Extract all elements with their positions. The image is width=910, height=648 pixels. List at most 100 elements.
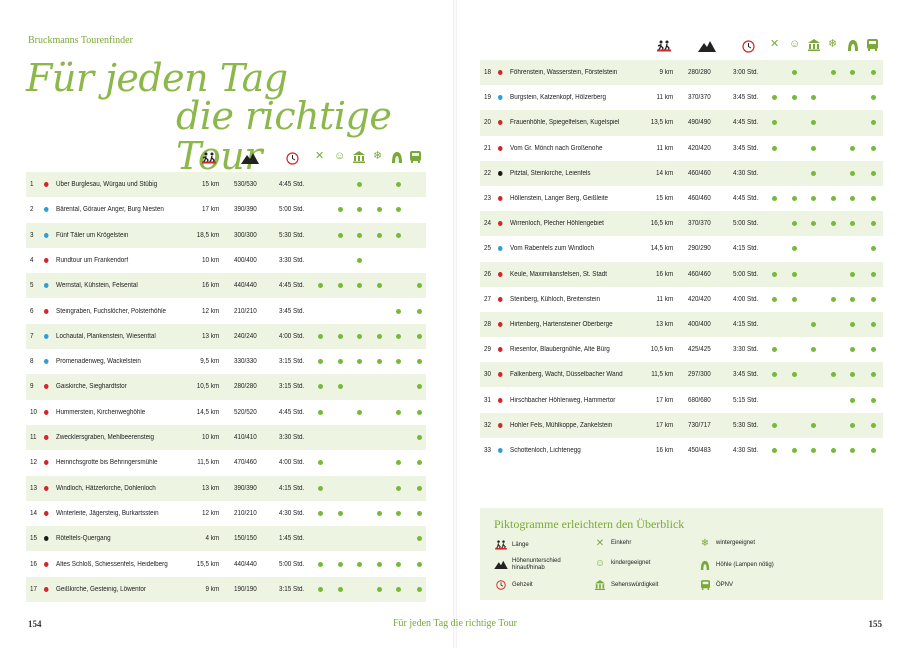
difficulty-dot [498, 85, 503, 110]
tour-length: 9 km [205, 585, 220, 593]
feature-dot [792, 95, 797, 101]
difficulty-dot [498, 387, 503, 412]
tour-number: 31 [484, 396, 492, 404]
feature-dot [871, 221, 876, 227]
tour-number: 18 [484, 69, 492, 77]
legend-label: Gehzeit [512, 582, 533, 588]
tour-elevation: 210/210 [234, 307, 257, 315]
tour-table-right: 18 Föhrenstein, Wasserstein, Förstelstein… [480, 60, 883, 463]
tour-elevation: 440/440 [234, 560, 257, 568]
feature-dot [772, 296, 777, 302]
table-row: 28 Hirtenberg, Hartensteiner Oberberge 13 … [480, 312, 883, 337]
difficulty-dot [44, 476, 49, 501]
feature-dot [871, 271, 876, 277]
tour-length: 12 km [202, 509, 220, 517]
difficulty-dot-red [44, 561, 49, 567]
difficulty-dot-red [498, 397, 503, 403]
tour-elevation: 300/300 [234, 231, 257, 239]
difficulty-dot [44, 425, 49, 450]
tour-length: 13 km [202, 484, 220, 492]
feature-dot [357, 207, 362, 213]
difficulty-dot-blue [44, 207, 49, 213]
tour-number: 5 [30, 282, 34, 290]
tour-elevation: 460/460 [688, 270, 711, 278]
feature-dot [417, 283, 422, 289]
table-row: 7 Lochautal, Plankenstein, Wiesenttal 13 k… [26, 324, 426, 349]
legend-item-sight: Sehenswürdigkeit [593, 580, 658, 591]
tour-time: 4:45 Std. [279, 408, 305, 416]
snowflake-icon: ❄ [700, 538, 710, 549]
feature-dot [871, 145, 876, 151]
tour-number: 25 [484, 245, 492, 253]
feature-dot [811, 447, 816, 453]
difficulty-dot [44, 197, 49, 222]
tour-number: 12 [30, 459, 38, 467]
difficulty-dot-black [498, 170, 503, 176]
feature-dot [772, 347, 777, 353]
difficulty-dot-blue [44, 359, 49, 365]
tour-number: 10 [30, 408, 38, 416]
tour-time: 4:45 Std. [733, 195, 759, 203]
difficulty-dot [44, 324, 49, 349]
feature-dot [871, 321, 876, 327]
difficulty-dot-red [498, 70, 503, 76]
legend-item-transit: ÖPNV [698, 580, 733, 591]
tour-time: 5:00 Std. [279, 206, 305, 214]
feature-dot [772, 145, 777, 151]
cutlery-icon: ✕ [770, 38, 780, 50]
feature-dot [417, 308, 422, 314]
table-row: 2 Bärental, Görauer Anger, Burg Niesten 17… [26, 197, 426, 223]
tour-name: Hirtenberg, Hartensteiner Oberberge [510, 320, 613, 328]
feature-dot [871, 120, 876, 126]
tour-length: 10 km [202, 434, 220, 442]
tour-time: 3:30 Std. [279, 257, 305, 265]
table-row: 21 Vom Gr. Mönch nach Großenohe 11 km 420/4… [480, 135, 883, 161]
feature-dot [396, 333, 401, 339]
difficulty-dot-red [44, 510, 49, 516]
tour-name: Frauenhöhle, Spiegelfelsen, Kugelspiel [510, 119, 620, 127]
feature-dot [811, 221, 816, 227]
tour-length: 16 km [202, 282, 220, 290]
tour-length: 9,5 km [200, 358, 220, 366]
feature-dot [850, 70, 855, 76]
tour-name: Hirschbacher Höhlenweg, Hammertor [510, 396, 616, 404]
tour-name: Lochautal, Plankenstein, Wiesenttal [56, 332, 156, 340]
feature-dot [417, 359, 422, 365]
feature-dot [417, 409, 422, 415]
tour-time: 5:15 Std. [733, 396, 759, 404]
tour-elevation: 240/240 [234, 332, 257, 340]
tour-name: Steingraben, Fuchslöcher, Polsterhöhle [56, 307, 166, 315]
tour-elevation: 370/370 [688, 220, 711, 228]
difficulty-dot [44, 577, 49, 602]
tour-elevation: 280/280 [688, 69, 711, 77]
feature-dot [792, 70, 797, 76]
tour-name: Winterleite, Jägersteig, Burkartsstein [56, 509, 159, 517]
tour-time: 3:30 Std. [279, 434, 305, 442]
tour-time: 5:00 Std. [733, 220, 759, 228]
feature-dot [377, 283, 382, 289]
difficulty-dot-red [498, 347, 503, 353]
tour-length: 15,5 km [196, 560, 220, 568]
table-row: 3 Fünf Täler um Krögelstein 18,5 km 300/300… [26, 223, 426, 248]
feature-dot [850, 321, 855, 327]
table-row: 5 Wernstal, Kühstein, Felsental 16 km 440/4… [26, 273, 426, 298]
pictogram-legend: Piktogramme erleichtern den Überblick Lä… [480, 508, 883, 600]
feature-dot [318, 485, 323, 491]
difficulty-dot-red [44, 258, 49, 264]
hiker-icon [494, 540, 508, 551]
feature-dot [396, 207, 401, 213]
tour-length: 10,5 km [650, 346, 674, 354]
tour-elevation: 370/370 [688, 94, 711, 102]
tour-length: 13 km [656, 320, 674, 328]
feature-dot [850, 397, 855, 403]
tour-name: Höllenstein, Langer Berg, Geißleite [510, 195, 609, 203]
difficulty-dot [44, 400, 49, 425]
feature-dot [377, 586, 382, 592]
feature-dot [338, 333, 343, 339]
tour-table-left: 1 Über Burglesau, Würgau und Stübig 15 km 5… [26, 172, 426, 602]
feature-dot [811, 422, 816, 428]
tour-length: 13,5 km [650, 119, 674, 127]
feature-dot [338, 283, 343, 289]
clock-icon [494, 580, 508, 591]
tour-elevation: 520/520 [234, 408, 257, 416]
